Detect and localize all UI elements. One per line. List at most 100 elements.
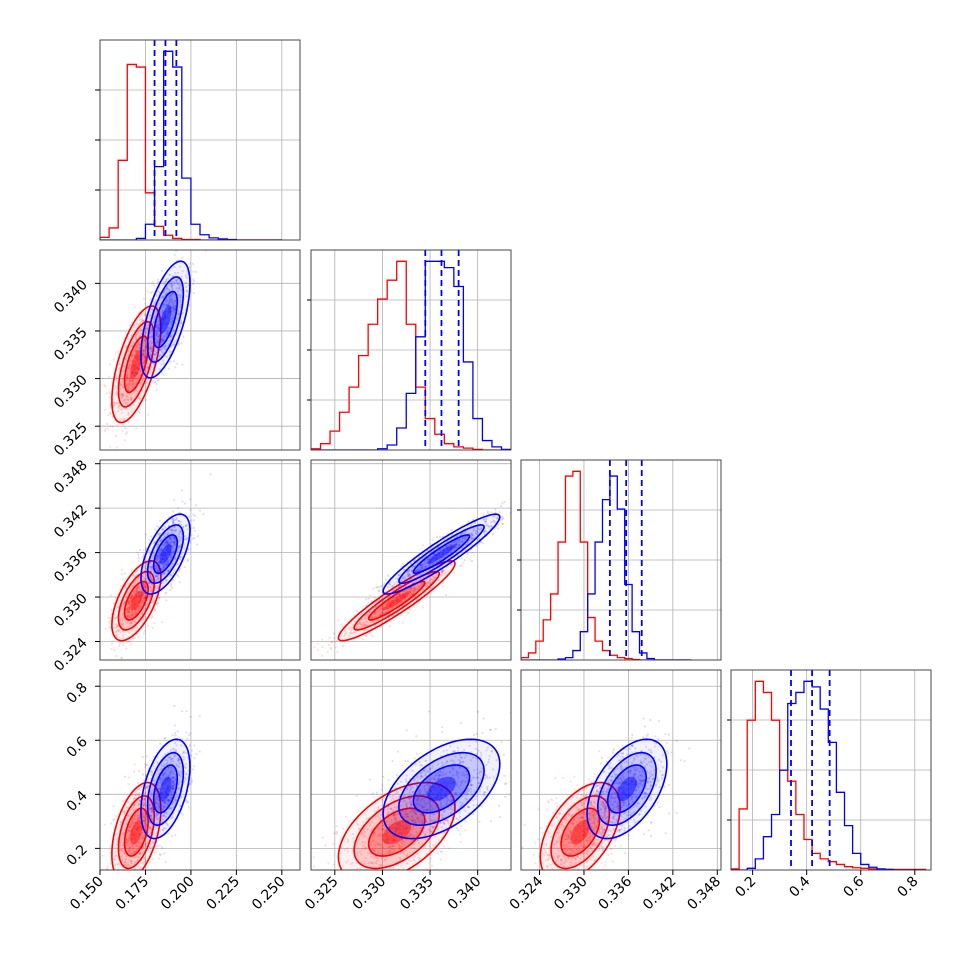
- scatter-point: [161, 563, 164, 566]
- scatter-point: [137, 585, 140, 589]
- scatter-point: [425, 584, 428, 587]
- scatter-point: [384, 578, 387, 581]
- scatter-point: [186, 528, 189, 531]
- scatter-point: [142, 819, 145, 822]
- scatter-point: [125, 608, 128, 611]
- scatter-point: [143, 569, 146, 572]
- scatter-point: [144, 586, 147, 589]
- scatter-point: [148, 807, 151, 810]
- scatter-point: [134, 374, 137, 377]
- scatter-point: [176, 319, 179, 322]
- scatter-point: [154, 381, 157, 384]
- scatter-point: [142, 320, 145, 323]
- scatter-point: [365, 634, 368, 637]
- scatter-point: [169, 293, 172, 296]
- scatter-point: [124, 427, 127, 430]
- scatter-point: [143, 598, 146, 601]
- scatter-point: [389, 605, 392, 608]
- scatter-point: [128, 601, 131, 604]
- scatter-point: [138, 833, 141, 836]
- scatter-point: [138, 853, 141, 856]
- scatter-point: [145, 596, 148, 599]
- scatter-point: [420, 564, 423, 567]
- scatter-point: [454, 543, 458, 546]
- density-contour-red: [130, 820, 143, 845]
- scatter-point: [133, 367, 137, 370]
- scatter-point: [128, 858, 131, 861]
- scatter-point: [137, 375, 140, 378]
- scatter-point: [120, 856, 123, 859]
- scatter-point: [166, 332, 169, 335]
- scatter-point: [327, 643, 331, 647]
- scatter-point: [155, 559, 158, 562]
- scatter-point: [167, 794, 170, 797]
- scatter-point: [146, 586, 149, 589]
- scatter-point: [419, 568, 422, 571]
- scatter-point: [156, 329, 159, 332]
- scatter-point: [455, 539, 458, 542]
- scatter-point: [170, 316, 173, 319]
- scatter-point: [170, 548, 173, 551]
- scatter-point: [150, 807, 153, 810]
- scatter-point: [174, 798, 177, 802]
- scatter-point: [353, 631, 356, 634]
- scatter-point: [179, 804, 182, 807]
- scatter-point: [144, 859, 147, 862]
- scatter-point: [159, 549, 163, 552]
- scatter-point: [171, 319, 174, 322]
- scatter-point: [126, 376, 129, 380]
- scatter-point: [159, 553, 162, 556]
- scatter-point: [503, 501, 506, 504]
- scatter-point: [160, 338, 164, 341]
- scatter-point: [458, 538, 461, 541]
- scatter-point: [145, 324, 148, 327]
- scatter-point: [149, 585, 152, 588]
- scatter-point: [417, 570, 420, 573]
- scatter-point: [115, 655, 118, 658]
- scatter-point: [491, 519, 494, 522]
- scatter-point: [434, 576, 437, 579]
- scatter-point: [164, 795, 167, 799]
- scatter-point: [134, 831, 137, 834]
- scatter-point: [176, 286, 179, 289]
- scatter-point: [125, 398, 128, 401]
- scatter-point: [158, 337, 161, 341]
- scatter-point: [159, 787, 162, 790]
- scatter-point: [131, 354, 134, 357]
- scatter-point: [415, 573, 418, 577]
- scatter-point: [440, 570, 443, 573]
- scatter-point: [430, 578, 433, 581]
- scatter-point: [173, 724, 177, 727]
- scatter-point: [118, 363, 121, 366]
- scatter-point: [368, 611, 371, 614]
- scatter-point: [426, 580, 429, 583]
- scatter-point: [179, 511, 182, 514]
- scatter-point: [112, 404, 115, 407]
- scatter-point: [388, 604, 391, 607]
- scatter-point: [518, 502, 520, 504]
- scatter-point: [177, 287, 180, 290]
- scatter-point: [446, 551, 449, 554]
- scatter-point: [154, 364, 157, 367]
- scatter-point: [130, 823, 133, 826]
- scatter-point: [163, 346, 166, 349]
- scatter-point: [367, 628, 370, 631]
- scatter-point: [434, 559, 437, 562]
- scatter-point: [361, 623, 364, 626]
- scatter-point: [131, 844, 134, 847]
- scatter-point: [159, 561, 163, 564]
- scatter-point: [158, 329, 161, 332]
- scatter-point: [148, 804, 151, 807]
- scatter-point: [379, 614, 382, 617]
- scatter-point: [151, 790, 154, 793]
- scatter-point: [131, 608, 134, 611]
- scatter-point: [162, 338, 165, 341]
- scatter-point: [170, 767, 173, 770]
- scatter-point: [380, 611, 383, 614]
- scatter-point: [130, 600, 133, 603]
- scatter-point: [139, 321, 142, 324]
- scatter-point: [171, 518, 174, 521]
- scatter-point: [142, 846, 145, 849]
- scatter-point: [158, 550, 161, 553]
- scatter-point: [143, 802, 146, 805]
